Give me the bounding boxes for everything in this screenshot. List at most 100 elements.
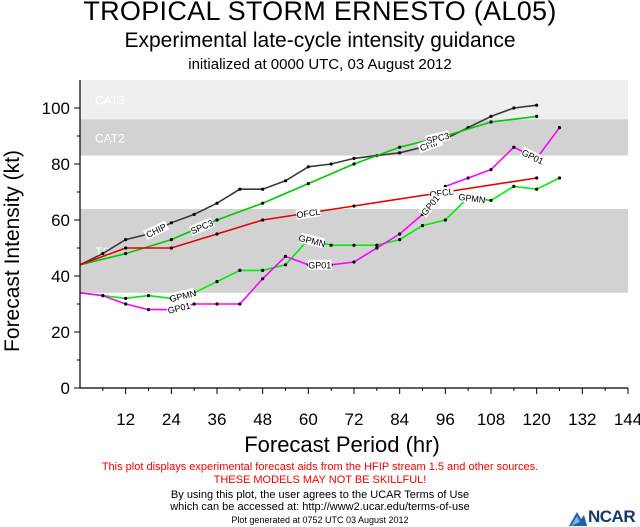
point-gpmn [535,187,539,191]
init-time: initialized at 0000 UTC, 03 August 2012 [188,56,452,73]
x-tick-label: 12 [116,410,135,429]
point-gpmn [398,238,402,242]
x-tick-label: 120 [522,410,550,429]
point-chip [329,162,333,166]
point-gpmn [489,198,493,202]
x-tick-label: 48 [253,410,272,429]
point-ofcl [124,246,128,250]
point-chip [352,156,356,160]
point-ofcl [261,218,265,222]
y-tick-label: 0 [61,379,70,398]
point-gp01 [398,232,402,236]
point-chip [306,165,310,169]
point-ofcl [535,176,539,180]
terms-line: By using this plot, the user agrees to t… [170,489,470,501]
series-label-bg [424,130,451,146]
point-chip [398,151,402,155]
point-spc3 [169,238,173,242]
point-chip [535,103,539,107]
x-tick-label: 24 [162,410,181,429]
point-gpmn [375,243,379,247]
point-chip [512,106,516,110]
point-gpmn [124,296,128,300]
series-label-gpmn: GPMN [458,192,486,205]
point-chip [489,114,493,118]
y-tick-label: 100 [42,99,70,118]
x-tick-label: 144 [614,410,640,429]
series-label-ofcl: OFCL [296,207,321,221]
point-chip [124,238,128,242]
point-gp01 [192,302,196,306]
point-gpmn [146,294,151,298]
point-gpmn [352,243,356,247]
point-gp01 [283,254,288,258]
x-axis-label: Forecast Period (hr) [244,432,440,457]
point-spc3 [489,120,493,124]
chart-subtitle: Experimental late-cycle intensity guidan… [124,29,516,52]
generated-time: Plot generated at 0752 UTC 03 August 201… [231,515,409,525]
point-gp01 [261,277,265,281]
series-label-gp01: GP01 [308,260,331,270]
point-gp01 [124,302,128,306]
point-chip [238,187,242,191]
x-tick-label: 36 [208,410,227,429]
point-ofcl [169,246,173,250]
x-tick-label: 60 [299,410,318,429]
terms-url-line: which can be accessed at: http://www2.uc… [170,501,470,513]
series-label-bg [418,192,442,218]
x-tick-label: 132 [568,410,596,429]
ncar-logo-icon [569,512,587,526]
warning-line: THESE MODELS MAY NOT BE SKILLFUL! [213,474,427,486]
point-gpmn [420,224,425,228]
y-tick-label: 40 [51,267,70,286]
point-gp01 [146,308,151,312]
series-label-bg [299,232,325,249]
point-gp01 [466,176,470,180]
disclaimer-line: This plot displays experimental forecast… [101,461,539,473]
point-gpmn [238,268,242,272]
x-tick-label: 96 [436,410,455,429]
series-label-bg [188,217,215,236]
point-gpmn [557,176,562,180]
band-label-cat2: CAT2 [95,131,125,145]
point-spc3 [261,201,265,205]
point-gpmn [512,184,516,188]
point-spc3 [535,114,539,118]
point-chip [192,212,196,216]
point-gp01 [375,246,379,250]
point-gp01 [101,294,105,298]
x-tick-label: 84 [390,410,409,429]
point-ofcl [352,204,356,208]
point-gp01 [352,260,356,264]
x-tick-label: 108 [477,410,505,429]
y-tick-label: 60 [51,211,70,230]
y-tick-label: 20 [51,323,70,342]
band-cat3 [80,80,628,120]
series-label-bg [166,300,192,316]
point-gpmn [443,218,447,222]
ncar-logo-text: NCAR [588,507,636,526]
point-gp01 [215,302,219,306]
point-gpmn [283,263,288,267]
point-chip [261,187,265,191]
point-spc3 [398,145,402,149]
ncar-logo: NCAR [568,506,640,527]
point-gp01 [238,302,242,306]
y-tick-label: 80 [51,155,70,174]
point-gpmn [261,268,265,272]
point-gpmn [215,280,219,284]
y-axis-label: Forecast Intensity (kt) [1,150,24,352]
point-gpmn [329,243,333,247]
point-chip [283,179,288,183]
band-cat2 [80,119,628,156]
series-label-bg [169,287,196,304]
point-spc3 [215,218,219,222]
series-label-bg [459,191,485,205]
band-label-cat1: CAT1 [95,176,125,190]
point-spc3 [306,182,310,186]
point-gp01 [557,126,562,130]
point-gp01 [512,145,516,149]
band-label-cat3: CAT3 [95,94,125,108]
